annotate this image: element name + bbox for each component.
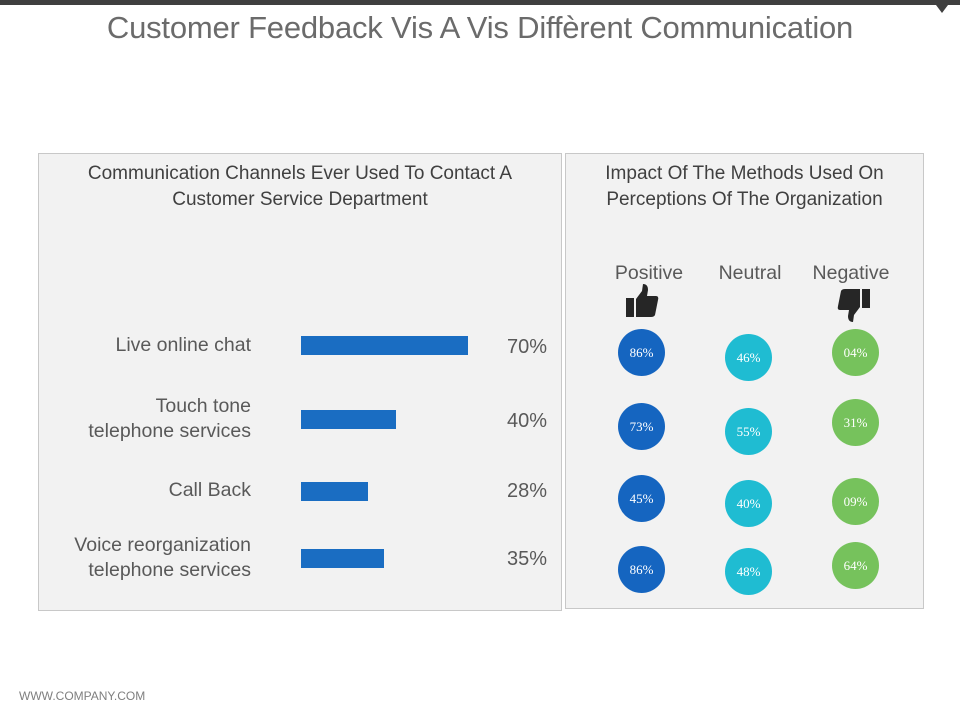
- bar-value-label: 35%: [506, 548, 547, 570]
- bar-value-label: 70%: [506, 336, 547, 358]
- top-bar-notch: [936, 5, 948, 13]
- page-title: Customer Feedback Vis A Vis Diffèrent Co…: [106, 10, 854, 45]
- channels-panel: Communication Channels Ever Used To Cont…: [38, 153, 562, 611]
- bar-label: Call Back: [31, 478, 251, 503]
- bar-label-line: Call Back: [168, 479, 251, 501]
- bar-value-label: 40%: [506, 410, 547, 432]
- channels-panel-title: Communication Channels Ever Used To Cont…: [87, 163, 513, 210]
- thumbs-up-icon: [626, 284, 659, 317]
- column-neutral: Neutral: [718, 262, 782, 284]
- impact-bubble-positive: 86%: [618, 546, 665, 593]
- impact-bubble-negative: 64%: [832, 542, 879, 589]
- bar-label: Voice reorganization telephone services: [31, 533, 251, 583]
- bar-label-line: telephone services: [88, 420, 251, 442]
- bar: [301, 482, 368, 501]
- impact-bubble-negative: 09%: [832, 478, 879, 525]
- impact-panel: Impact Of The Methods Used On Perception…: [565, 153, 924, 609]
- impact-bubble-negative: 04%: [832, 329, 879, 376]
- bar-value-label: 28%: [506, 480, 547, 502]
- bar-label-line: Touch tone: [155, 395, 251, 417]
- bar: [301, 549, 384, 568]
- bar-label: Touch tone telephone services: [31, 394, 251, 444]
- bar: [301, 410, 396, 429]
- impact-bubble-neutral: 40%: [725, 480, 772, 527]
- top-bar: [0, 0, 960, 5]
- thumbs-down-icon: [837, 289, 870, 322]
- impact-bubble-positive: 86%: [618, 329, 665, 376]
- impact-bubble-positive: 45%: [618, 475, 665, 522]
- bar-label-line: Voice reorganization: [74, 534, 251, 556]
- bar-label: Live online chat: [31, 333, 251, 358]
- bar: [301, 336, 468, 355]
- column-negative: Negative: [812, 262, 890, 284]
- impact-bubble-neutral: 48%: [725, 548, 772, 595]
- impact-bubble-positive: 73%: [618, 403, 665, 450]
- bar-label-line: Live online chat: [115, 334, 251, 356]
- column-positive: Positive: [614, 262, 684, 284]
- bar-label-line: telephone services: [88, 559, 251, 581]
- impact-bubble-neutral: 46%: [725, 334, 772, 381]
- impact-panel-title: Impact Of The Methods Used On Perception…: [605, 163, 884, 210]
- impact-bubble-neutral: 55%: [725, 408, 772, 455]
- footer-url: WWW.COMPANY.COM: [19, 689, 146, 703]
- impact-bubble-negative: 31%: [832, 399, 879, 446]
